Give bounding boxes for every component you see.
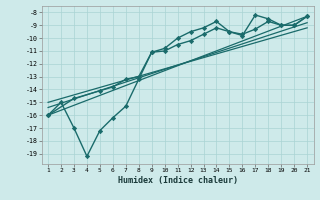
- X-axis label: Humidex (Indice chaleur): Humidex (Indice chaleur): [118, 176, 237, 185]
